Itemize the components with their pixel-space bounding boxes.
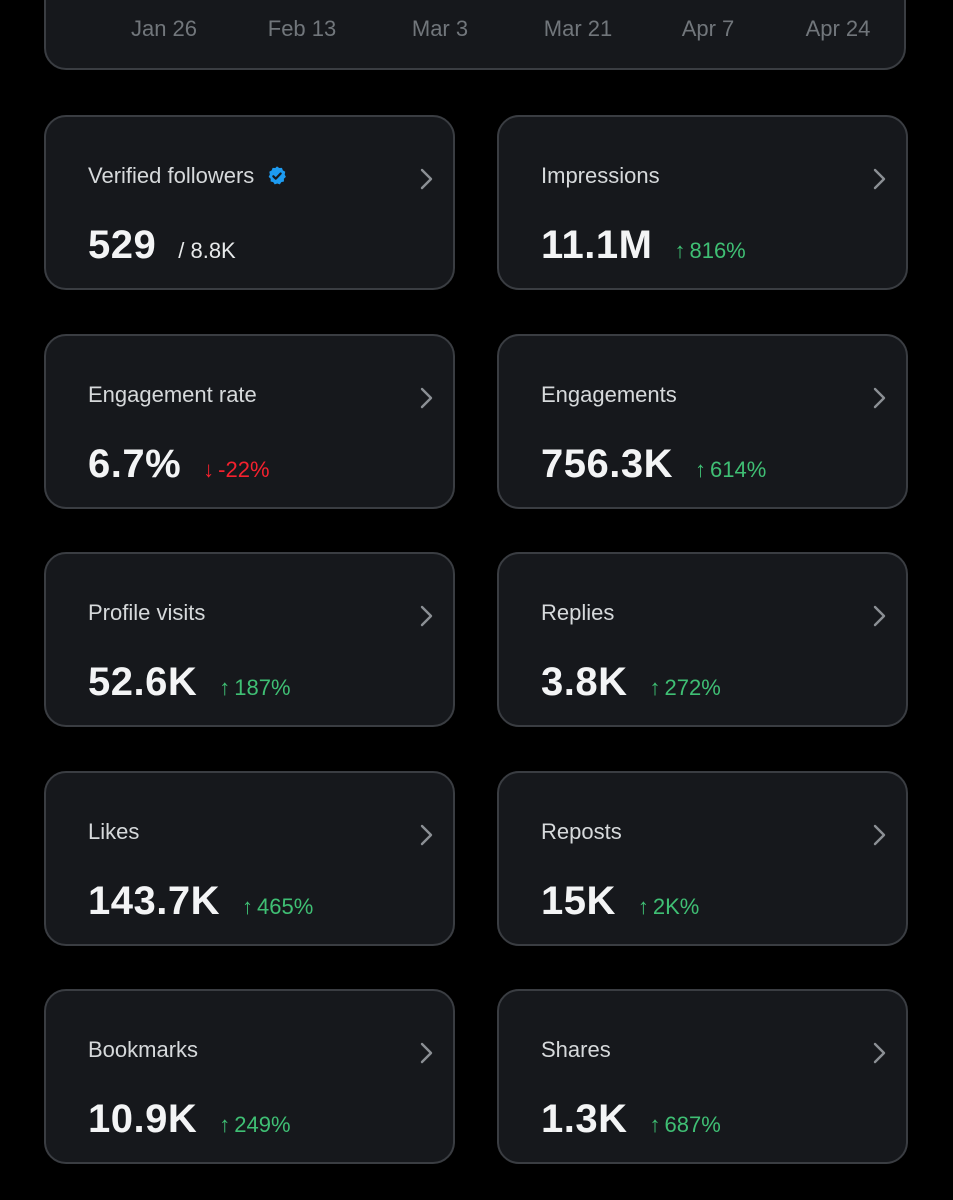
stat-change: ↑ 614%	[695, 457, 766, 483]
stat-value: 10.9K	[88, 1097, 198, 1141]
x-tick: Apr 7	[681, 16, 735, 41]
stat-card-replies[interactable]: Replies 3.8K ↑ 272%	[497, 552, 908, 727]
stat-label: Engagements	[541, 382, 677, 407]
chevron-right-icon[interactable]	[419, 604, 435, 628]
stat-row: 52.6K ↑ 187%	[88, 660, 291, 705]
chevron-right-icon[interactable]	[419, 167, 435, 191]
chevron-right-icon[interactable]	[872, 167, 888, 191]
stat-change-value: 249%	[234, 1112, 291, 1137]
stat-change: ↑ 187%	[219, 675, 290, 701]
stat-value: 1.3K	[541, 1097, 628, 1141]
stat-row: 3.8K ↑ 272%	[541, 660, 721, 705]
stat-row: 143.7K ↑ 465%	[88, 879, 313, 924]
stat-row: 11.1M ↑ 816%	[541, 223, 746, 268]
chevron-right-icon[interactable]	[872, 386, 888, 410]
stat-card-profile-visits[interactable]: Profile visits 52.6K ↑ 187%	[44, 552, 455, 727]
stat-row: 6.7% ↓ -22%	[88, 442, 270, 487]
chevron-right-icon[interactable]	[872, 1041, 888, 1065]
chevron-right-icon[interactable]	[419, 386, 435, 410]
stat-change-value: 465%	[256, 894, 314, 919]
stat-row: 756.3K ↑ 614%	[541, 442, 766, 487]
stat-value: 143.7K	[88, 879, 220, 923]
arrow-up-icon: ↑	[219, 675, 231, 700]
stat-label: Engagement rate	[88, 382, 257, 407]
stat-value: 11.1M	[541, 223, 653, 267]
stat-change-value: 687%	[664, 1112, 721, 1137]
stat-change: ↑ 249%	[219, 1112, 290, 1138]
stat-change: ↑ 465%	[242, 894, 313, 920]
stat-row: 15K ↑ 2K%	[541, 879, 699, 924]
stat-card-engagement-rate[interactable]: Engagement rate 6.7% ↓ -22%	[44, 334, 455, 509]
stat-change-value: 2K%	[652, 894, 700, 919]
chevron-right-icon[interactable]	[872, 604, 888, 628]
stat-card-shares[interactable]: Shares 1.3K ↑ 687%	[497, 989, 908, 1164]
stat-card-engagements[interactable]: Engagements 756.3K ↑ 614%	[497, 334, 908, 509]
stat-value: 6.7%	[88, 442, 182, 486]
chevron-right-icon[interactable]	[872, 823, 888, 847]
stat-card-likes[interactable]: Likes 143.7K ↑ 465%	[44, 771, 455, 946]
stat-label: Reposts	[541, 819, 622, 844]
arrow-up-icon: ↑	[649, 675, 661, 700]
x-tick: Mar 21	[543, 16, 613, 41]
stat-value: 15K	[541, 879, 616, 923]
chart-card: Jan 26 Feb 13 Mar 3 Mar 21 Apr 7 Apr 24	[44, 0, 906, 70]
stat-change: ↑ 2K%	[638, 894, 699, 920]
stat-change-value: -22%	[218, 457, 270, 482]
stat-change: ↑ 272%	[650, 675, 721, 701]
stat-change: ↑ 816%	[674, 238, 745, 264]
stat-label: Shares	[541, 1037, 611, 1062]
stat-label: Replies	[541, 600, 615, 625]
arrow-up-icon: ↑	[649, 1112, 661, 1137]
chart-x-axis: Jan 26 Feb 13 Mar 3 Mar 21 Apr 7 Apr 24	[46, 16, 904, 46]
stat-label: Impressions	[541, 163, 660, 188]
chevron-right-icon[interactable]	[419, 823, 435, 847]
stat-value: 52.6K	[88, 660, 198, 704]
stat-sub-value: / 8.8K	[178, 238, 236, 263]
stat-card-verified-followers[interactable]: Verified followers 529 / 8.8K	[44, 115, 455, 290]
x-tick: Feb 13	[267, 16, 337, 41]
stat-label: Verified followers	[88, 163, 288, 189]
stat-card-bookmarks[interactable]: Bookmarks 10.9K ↑ 249%	[44, 989, 455, 1164]
verified-badge-icon	[268, 166, 287, 185]
stat-change: ↓ -22%	[203, 457, 269, 483]
stat-label: Profile visits	[88, 600, 206, 625]
stat-row: 10.9K ↑ 249%	[88, 1097, 291, 1142]
stat-change-value: 816%	[689, 238, 746, 263]
stat-card-impressions[interactable]: Impressions 11.1M ↑ 816%	[497, 115, 908, 290]
stat-card-reposts[interactable]: Reposts 15K ↑ 2K%	[497, 771, 908, 946]
stat-label: Bookmarks	[88, 1037, 199, 1062]
stat-label-text: Verified followers	[88, 163, 255, 188]
chevron-right-icon[interactable]	[419, 1041, 435, 1065]
stat-change-value: 614%	[709, 457, 767, 482]
stat-change: ↑ 687%	[650, 1112, 721, 1138]
x-tick: Mar 3	[411, 16, 469, 41]
x-tick: Apr 24	[805, 16, 871, 41]
stat-row: 1.3K ↑ 687%	[541, 1097, 721, 1142]
arrow-up-icon: ↑	[637, 894, 649, 919]
arrow-down-icon: ↓	[203, 457, 215, 482]
stat-label: Likes	[88, 819, 140, 844]
stat-value: 529	[88, 223, 157, 267]
arrow-up-icon: ↑	[674, 238, 686, 263]
stat-row: 529 / 8.8K	[88, 223, 236, 268]
stat-change-value: 187%	[234, 675, 291, 700]
arrow-up-icon: ↑	[241, 894, 253, 919]
stat-value: 756.3K	[541, 442, 673, 486]
stat-change-value: 272%	[664, 675, 721, 700]
arrow-up-icon: ↑	[219, 1112, 231, 1137]
stat-value: 3.8K	[541, 660, 628, 704]
x-tick: Jan 26	[130, 16, 198, 41]
arrow-up-icon: ↑	[694, 457, 706, 482]
